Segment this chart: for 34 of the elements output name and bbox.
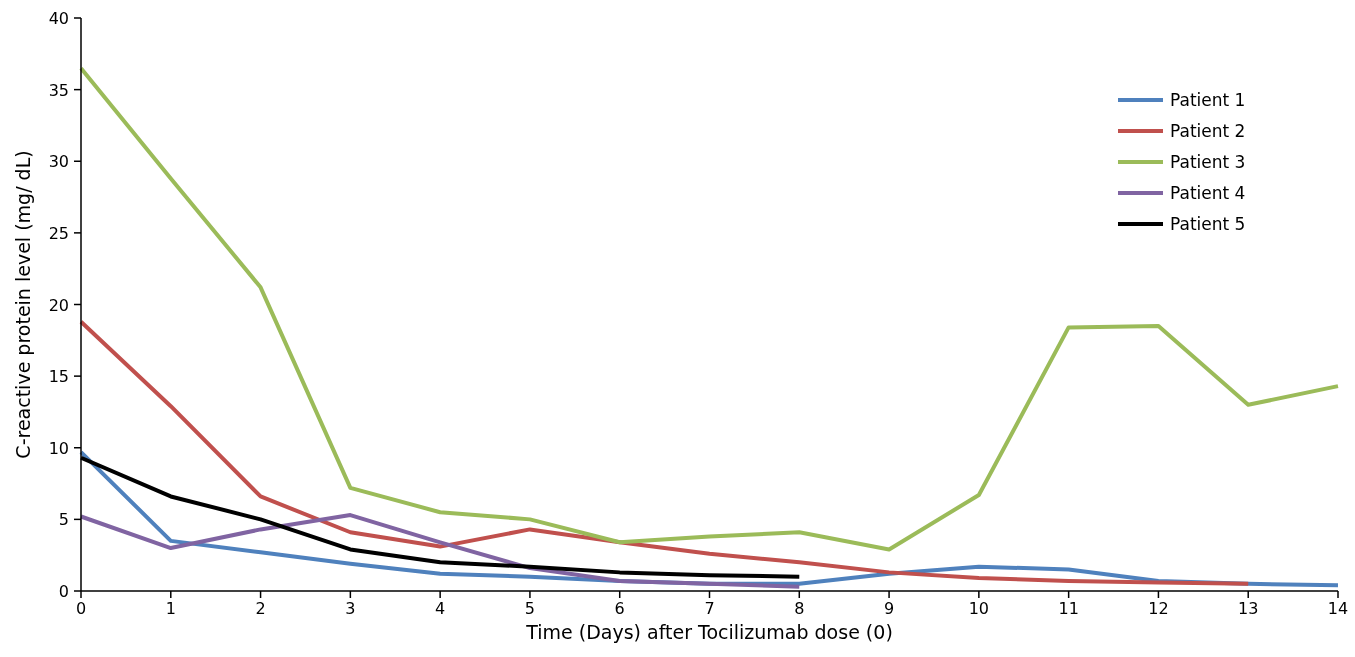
- x-tick-label: 7: [704, 599, 715, 618]
- line-series: [79, 66, 1340, 552]
- y-tick-label: 30: [48, 152, 69, 172]
- y-tick-label: 40: [48, 9, 69, 28]
- x-tick-label: 12: [1148, 599, 1169, 618]
- x-tick-label: 14: [1327, 599, 1349, 618]
- x-tick-label: 2: [255, 599, 266, 618]
- legend-label: Patient 3: [1170, 152, 1246, 172]
- legend-label: Patient 2: [1170, 121, 1246, 141]
- y-tick-label: 15: [48, 367, 69, 387]
- y-tick-label: 20: [48, 295, 69, 315]
- y-tick-label: 10: [48, 438, 69, 458]
- x-tick-label: 1: [165, 599, 176, 618]
- x-tick-label: 6: [614, 599, 625, 618]
- line-series: [79, 513, 802, 589]
- x-tick-label: 10: [968, 599, 990, 618]
- x-tick-label: 4: [435, 599, 446, 618]
- x-tick-label: 9: [883, 599, 895, 618]
- y-tick-label: 0: [58, 582, 69, 601]
- x-tick-label: 3: [345, 599, 356, 618]
- x-axis-title: Time (Days) after Tocilizumab dose (0): [525, 621, 893, 643]
- x-tick-label: 13: [1238, 599, 1259, 618]
- y-tick-label: 35: [48, 80, 69, 100]
- legend-label: Patient 1: [1170, 90, 1246, 110]
- y-tick-label: 25: [48, 223, 69, 243]
- line-series: [79, 319, 1251, 586]
- y-axis-title: C-reactive protein level (mg/ dL): [12, 150, 34, 459]
- x-tick-label: 5: [524, 599, 536, 618]
- x-tick-label: 0: [75, 599, 87, 618]
- x-tick-label: 8: [794, 599, 805, 618]
- legend-label: Patient 5: [1170, 214, 1246, 234]
- x-tick-label: 11: [1058, 599, 1079, 618]
- y-tick-label: 5: [58, 510, 69, 530]
- legend-label: Patient 4: [1170, 183, 1246, 203]
